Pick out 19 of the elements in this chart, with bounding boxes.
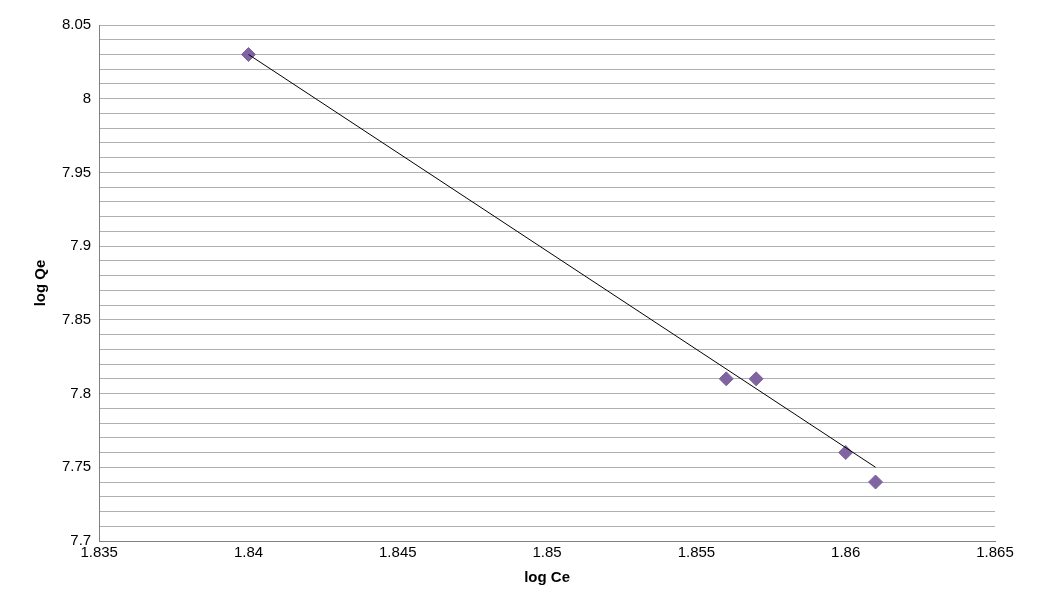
point <box>838 445 854 461</box>
y-tick-label: 8.05 <box>61 15 92 33</box>
y-axis-title: log Qe <box>31 259 49 307</box>
x-tick-label: 1.845 <box>379 543 417 561</box>
point <box>748 371 764 387</box>
x-tick-label: 1.84 <box>233 543 264 561</box>
y-tick-label: 7.85 <box>61 310 92 327</box>
y-tick-label: 7.9 <box>70 236 92 254</box>
y-tick-label: 8 <box>82 88 92 106</box>
x-tick-label: 1.86 <box>831 543 861 561</box>
y-tick-label: 7.8 <box>70 383 92 401</box>
point <box>868 474 884 490</box>
x-axis-title: log Ce <box>524 568 571 586</box>
x-tick-label: 1.865 <box>976 543 1014 561</box>
point <box>718 371 734 387</box>
y-tick-label: 7.95 <box>61 162 92 180</box>
y-tick-label: 7.75 <box>61 457 92 475</box>
x-tick-label: 1.855 <box>677 543 716 561</box>
x-tick-label: 1.85 <box>532 543 562 561</box>
